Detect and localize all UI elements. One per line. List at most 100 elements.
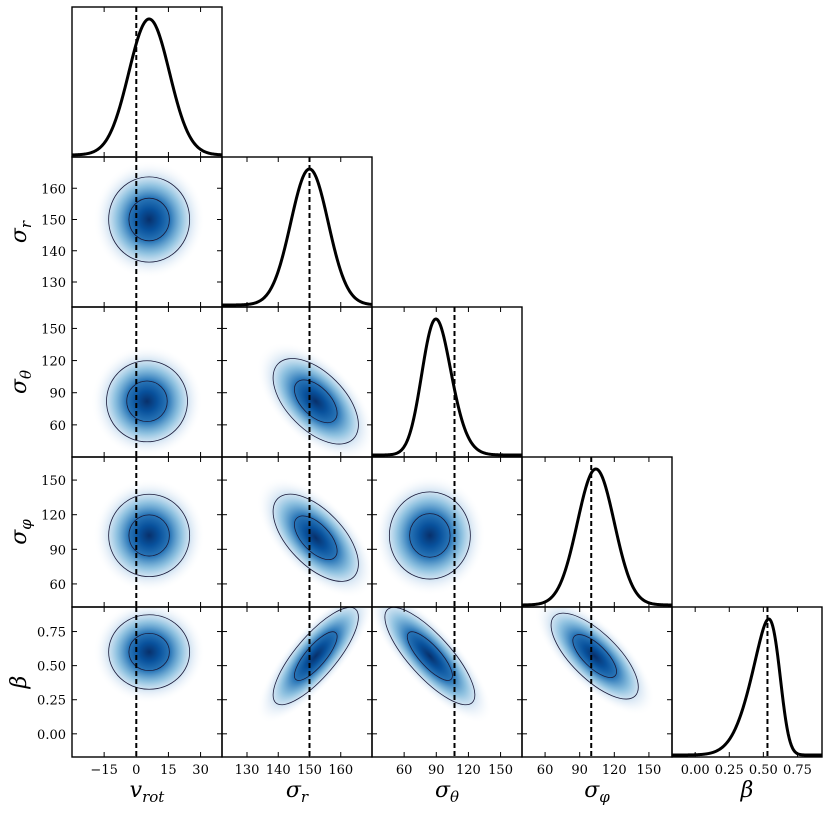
- density-sr-sphi: [256, 477, 372, 599]
- y-tick-label-sr: 140: [41, 245, 66, 260]
- x-axis-label-stheta: σθ: [435, 778, 459, 806]
- y-axis-label-beta: β: [7, 676, 32, 690]
- contour-1sigma-vrot-sphi: [128, 514, 170, 557]
- x-tick-label-sr: 140: [266, 763, 291, 778]
- density-vrot-sphi: [93, 478, 206, 593]
- density-sr-stheta: [256, 342, 372, 457]
- x-tick-label-sphi: 90: [571, 763, 588, 778]
- panel-vrot-sphi: [71, 456, 223, 608]
- density-vrot-sr: [93, 160, 206, 279]
- panel-frame: [221, 156, 373, 308]
- y-tick-label-sr: 130: [41, 276, 66, 291]
- y-tick-label-sphi: 150: [41, 474, 66, 489]
- x-tick-label-vrot: 15: [160, 763, 177, 778]
- y-tick-label-beta: 0.75: [37, 626, 66, 641]
- panel-frame: [671, 606, 823, 758]
- x-tick-label-sr: 150: [297, 763, 322, 778]
- y-tick-label-stheta: 120: [41, 355, 66, 370]
- contour-1sigma-stheta-beta: [406, 631, 453, 681]
- marginal-sphi: [522, 467, 672, 607]
- x-axis-label-sr: σr: [286, 778, 309, 806]
- marginal-sr: [222, 167, 372, 307]
- contour-1sigma-vrot-stheta: [126, 380, 168, 422]
- density-sphi-beta: [534, 607, 655, 716]
- x-tick-label-stheta: 60: [396, 763, 413, 778]
- marginal-beta: [672, 617, 822, 757]
- x-tick-label-vrot: 0: [132, 763, 140, 778]
- panel-vrot-sr: [71, 156, 223, 308]
- panel-vrot-vrot: [71, 6, 223, 158]
- x-tick-label-beta: 0.00: [681, 763, 710, 778]
- y-axis-label-sphi: σφ: [7, 519, 35, 545]
- x-tick-label-sphi: 150: [637, 763, 662, 778]
- y-axis-label-sr: σr: [7, 220, 35, 243]
- panel-stheta-sphi: [371, 456, 523, 608]
- contour-2sigma-stheta-sphi: [388, 491, 471, 580]
- panel-vrot-stheta: [71, 306, 223, 458]
- contour-2sigma-vrot-stheta: [106, 360, 188, 443]
- contour-2sigma-sr-stheta: [272, 358, 359, 445]
- x-tick-label-vrot: 30: [192, 763, 209, 778]
- contour-1sigma-sr-stheta: [294, 379, 338, 424]
- contour-2sigma-sr-beta: [272, 607, 359, 706]
- x-tick-label-stheta: 120: [456, 763, 481, 778]
- panel-frame: [521, 456, 673, 608]
- panel-sphi-sphi: [521, 456, 673, 608]
- x-tick-label-stheta: 90: [428, 763, 445, 778]
- panel-stheta-stheta: [371, 306, 523, 458]
- panel-stheta-beta: [371, 606, 523, 758]
- y-axis-label-stheta: σθ: [7, 370, 35, 394]
- y-tick-label-sr: 160: [41, 182, 66, 197]
- x-tick-label-sr: 160: [328, 763, 353, 778]
- x-axis-label-vrot: vrot: [130, 778, 166, 806]
- contour-2sigma-stheta-beta: [384, 607, 476, 706]
- panel-sr-beta: [221, 606, 373, 758]
- contour-2sigma-sphi-beta: [550, 612, 639, 700]
- y-tick-label-sr: 150: [41, 214, 66, 229]
- contour-2sigma-vrot-beta: [108, 614, 191, 690]
- x-tick-label-sphi: 60: [537, 763, 554, 778]
- x-tick-label-beta: 0.50: [749, 763, 778, 778]
- panel-beta-beta: [671, 606, 823, 758]
- contour-1sigma-vrot-beta: [128, 632, 170, 672]
- panel-sr-stheta: [221, 306, 373, 458]
- contour-2sigma-vrot-sr: [108, 176, 191, 263]
- panel-vrot-beta: [71, 606, 223, 758]
- density-sr-beta: [256, 607, 372, 724]
- density-vrot-stheta: [91, 345, 203, 457]
- x-axis-label-sphi: σφ: [584, 778, 610, 806]
- contour-1sigma-sr-sphi: [294, 515, 338, 560]
- contour-2sigma-vrot-sphi: [108, 493, 191, 578]
- panel-frame: [371, 306, 523, 458]
- x-tick-label-sr: 130: [235, 763, 260, 778]
- marginal-vrot: [72, 17, 222, 157]
- y-tick-label-beta: 0.00: [37, 728, 66, 743]
- x-tick-label-vrot: −15: [90, 763, 117, 778]
- density-stheta-beta: [372, 607, 492, 724]
- marginal-stheta: [372, 317, 522, 457]
- y-tick-label-sphi: 120: [41, 509, 66, 524]
- x-axis-label-beta: β: [740, 778, 754, 803]
- contour-1sigma-vrot-sr: [128, 197, 170, 242]
- y-tick-label-sphi: 60: [49, 578, 66, 593]
- panel-sr-sr: [221, 156, 373, 308]
- x-tick-label-beta: 0.25: [715, 763, 744, 778]
- contour-1sigma-stheta-sphi: [409, 513, 451, 558]
- panel-sr-sphi: [221, 456, 373, 608]
- contour-1sigma-sphi-beta: [572, 634, 617, 678]
- x-tick-label-stheta: 150: [488, 763, 513, 778]
- panel-sphi-beta: [521, 606, 673, 758]
- y-tick-label-beta: 0.25: [37, 694, 66, 709]
- density-vrot-beta: [93, 607, 206, 704]
- x-tick-label-beta: 0.75: [783, 763, 812, 778]
- x-tick-label-sphi: 120: [602, 763, 627, 778]
- density-stheta-sphi: [373, 475, 486, 596]
- contour-1sigma-sr-beta: [294, 631, 338, 681]
- y-tick-label-sphi: 90: [49, 543, 66, 558]
- y-tick-label-stheta: 60: [49, 419, 66, 434]
- panel-frame: [71, 6, 223, 158]
- contour-2sigma-sr-sphi: [272, 493, 359, 582]
- y-tick-label-stheta: 150: [41, 322, 66, 337]
